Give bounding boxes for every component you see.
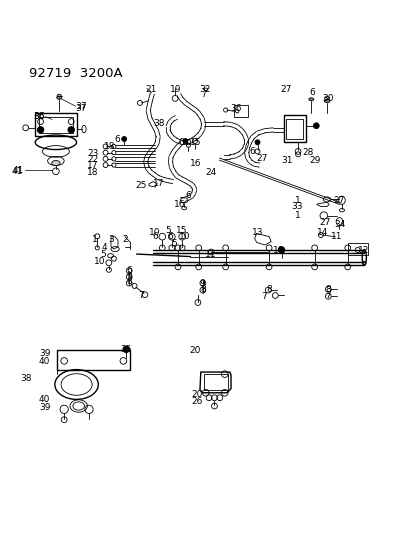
Text: 28: 28 — [301, 148, 313, 157]
Text: 1: 1 — [92, 235, 98, 244]
Text: 30: 30 — [322, 94, 333, 103]
Text: 8: 8 — [199, 285, 205, 294]
Text: 11: 11 — [204, 249, 216, 259]
Text: 6: 6 — [152, 232, 157, 241]
Text: 23: 23 — [87, 149, 99, 158]
Bar — [203, 374, 227, 390]
Circle shape — [183, 139, 188, 143]
Text: 31: 31 — [281, 156, 292, 165]
Text: 8: 8 — [266, 285, 272, 294]
Text: 13: 13 — [251, 228, 263, 237]
Text: 6: 6 — [126, 266, 132, 275]
Text: 1: 1 — [294, 212, 300, 221]
Text: 41: 41 — [12, 167, 23, 176]
Text: 10: 10 — [272, 246, 283, 255]
Circle shape — [37, 126, 44, 133]
Text: 38: 38 — [152, 119, 164, 128]
Text: 14: 14 — [316, 228, 328, 237]
Text: 39: 39 — [39, 403, 50, 412]
Text: 27: 27 — [256, 154, 268, 163]
Text: 27: 27 — [318, 217, 330, 227]
Text: 22: 22 — [87, 155, 99, 164]
Text: 20: 20 — [190, 390, 202, 399]
Bar — [57, 350, 129, 370]
Text: 9: 9 — [199, 279, 204, 288]
Text: 7: 7 — [325, 291, 330, 300]
Text: 24: 24 — [204, 167, 216, 176]
Text: 11: 11 — [330, 232, 342, 241]
Text: 36: 36 — [33, 112, 45, 121]
Text: 9: 9 — [126, 271, 132, 280]
Text: 18: 18 — [87, 167, 99, 176]
Bar — [38, 117, 73, 133]
Text: 41: 41 — [13, 166, 24, 175]
Text: 40: 40 — [39, 357, 50, 366]
Text: 16: 16 — [190, 159, 201, 168]
Ellipse shape — [52, 160, 60, 165]
Text: 10: 10 — [93, 256, 105, 265]
Text: 6: 6 — [178, 138, 183, 147]
Text: 6: 6 — [249, 147, 254, 156]
Bar — [35, 114, 76, 136]
Circle shape — [68, 126, 74, 133]
Text: 21: 21 — [145, 85, 157, 94]
Text: 7: 7 — [261, 292, 266, 301]
Text: 17: 17 — [152, 179, 164, 188]
Text: 25: 25 — [135, 181, 146, 190]
Text: 26: 26 — [190, 397, 202, 406]
Circle shape — [254, 140, 259, 145]
Text: 17: 17 — [87, 161, 99, 171]
Text: 4: 4 — [101, 244, 107, 252]
Bar — [347, 243, 367, 255]
Text: 10: 10 — [179, 232, 190, 241]
Text: 7: 7 — [138, 291, 143, 300]
Circle shape — [123, 346, 129, 353]
Bar — [286, 119, 302, 140]
Ellipse shape — [57, 96, 62, 99]
Text: 1: 1 — [294, 196, 300, 205]
Text: 5: 5 — [100, 251, 105, 260]
Text: 29: 29 — [309, 156, 320, 165]
Text: 34: 34 — [334, 220, 345, 229]
Text: 39: 39 — [39, 349, 50, 358]
Text: 27: 27 — [280, 85, 292, 94]
Text: 10: 10 — [149, 228, 160, 237]
Text: 37: 37 — [75, 102, 87, 111]
Text: 6: 6 — [114, 135, 120, 144]
Text: 40: 40 — [39, 395, 50, 405]
Text: 3: 3 — [108, 235, 114, 244]
Ellipse shape — [308, 98, 313, 101]
Text: 27: 27 — [333, 196, 344, 205]
Text: 15: 15 — [175, 225, 187, 235]
Text: 6: 6 — [185, 191, 191, 200]
Text: 8: 8 — [325, 285, 330, 294]
Text: 5: 5 — [164, 225, 170, 235]
Text: 16: 16 — [173, 200, 185, 209]
Text: 8: 8 — [126, 277, 132, 286]
Text: 19: 19 — [170, 85, 181, 94]
Bar — [233, 105, 248, 117]
Circle shape — [278, 247, 284, 253]
Text: 15: 15 — [189, 138, 201, 147]
Circle shape — [313, 123, 318, 128]
Text: 37: 37 — [75, 104, 86, 113]
Text: 33: 33 — [290, 202, 302, 211]
Text: 35: 35 — [120, 345, 132, 354]
Text: 18: 18 — [104, 142, 115, 151]
Text: 6: 6 — [309, 88, 315, 97]
Text: 12: 12 — [357, 246, 368, 255]
Text: 32: 32 — [199, 85, 210, 94]
Circle shape — [121, 136, 126, 141]
Text: 92719  3200A: 92719 3200A — [29, 68, 122, 80]
Text: 6: 6 — [167, 232, 173, 241]
Text: 36: 36 — [33, 112, 45, 121]
Text: 20: 20 — [188, 345, 200, 354]
Text: 38: 38 — [20, 374, 31, 383]
Ellipse shape — [323, 99, 329, 102]
Text: 2: 2 — [122, 235, 128, 244]
Bar — [283, 115, 306, 142]
Text: 36: 36 — [230, 104, 241, 113]
Text: 5: 5 — [171, 239, 176, 248]
